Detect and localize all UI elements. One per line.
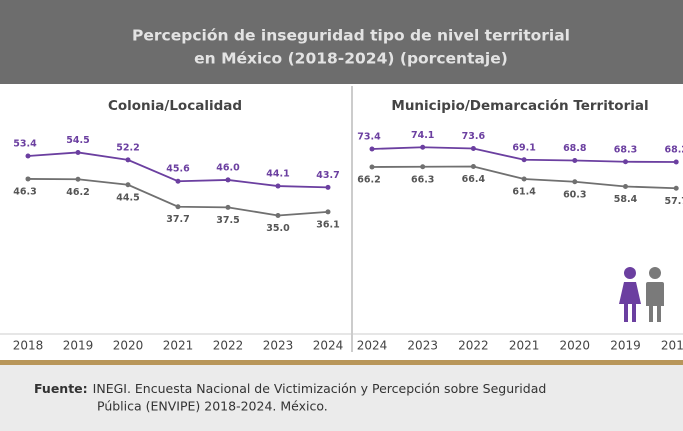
title-line: en México (2018-2024) (porcentaje) [194,50,508,68]
title-line: Percepción de inseguridad tipo de nivel … [132,27,570,45]
point [225,177,231,183]
data-label: 45.6 [166,164,190,175]
point [521,176,527,182]
x-tick-label: 2022 [213,339,244,353]
data-label: 44.5 [116,192,139,203]
x-tick-label: 2021 [509,339,540,353]
point [470,164,476,169]
point [420,144,426,150]
data-label: 43.7 [316,170,339,181]
source: Fuente: INEGI. Encuesta Nacional de Victi… [34,381,546,396]
point [420,164,426,170]
point [275,212,281,218]
point [673,185,679,191]
gold-rule [0,360,683,365]
point [572,179,578,185]
chart-title: Colonia/Localidad [108,98,242,114]
x-tick-label: 2023 [407,339,438,353]
footer-band [0,365,683,431]
x-tick-label: 2022 [458,339,489,353]
chart-area [0,84,683,360]
data-label: 74.1 [411,130,434,141]
data-label: 46.0 [216,162,240,173]
data-label: 68.8 [563,143,587,154]
point [369,164,375,170]
point [25,153,31,159]
x-tick-label: 2024 [313,339,344,353]
source-text: INEGI. Encuesta Nacional de Victimizació… [93,381,547,396]
chart-title: Municipio/Demarcación Territorial [391,98,648,114]
point [75,149,81,155]
data-label: 69.1 [512,142,535,153]
data-label: 52.2 [116,142,139,153]
data-label: 68.3 [614,144,637,155]
x-tick-label: 2020 [560,339,591,353]
data-label: 35.0 [266,223,290,234]
point [325,209,331,215]
x-tick-label: 2019 [610,339,641,353]
point [623,159,628,165]
data-label: 68.2 [664,145,683,156]
point [75,176,81,182]
data-label: 66.4 [462,174,486,185]
point [125,182,131,188]
point [125,157,131,163]
point [572,158,578,163]
data-label: 57.7 [664,196,683,207]
data-label: 66.3 [411,174,434,185]
data-label: 37.7 [166,214,189,225]
source-label: Fuente: [34,381,88,396]
data-label: 66.2 [357,175,380,186]
data-label: 58.4 [614,194,638,205]
data-label: 36.1 [316,219,339,230]
data-label: 53.4 [13,139,37,150]
data-label: 54.5 [66,135,89,146]
point [225,204,231,210]
point [175,204,181,210]
data-label: 44.1 [266,169,289,180]
x-tick-label: 2023 [263,339,294,353]
x-tick-label: 2020 [113,339,144,353]
point [470,146,476,151]
point [175,178,181,184]
x-tick-label: 2018 [13,339,44,353]
point [25,176,31,182]
data-label: 60.3 [563,189,586,200]
header-band [0,0,683,84]
point [673,159,679,165]
x-tick-label: 2021 [163,339,194,353]
point [275,183,281,189]
data-label: 37.5 [216,215,239,226]
people-icon [619,267,664,322]
data-label: 73.4 [357,132,381,143]
data-label: 61.4 [512,187,536,198]
point [623,184,628,189]
x-tick-label: 2019 [63,339,94,353]
data-label: 46.3 [13,186,36,197]
point [369,146,375,152]
point [325,184,331,190]
data-label: 46.2 [66,187,89,198]
x-tick-label: 2018 [661,339,683,353]
x-tick-label: 2024 [357,339,388,353]
point [521,157,527,163]
source-text: Pública (ENVIPE) 2018-2024. México. [97,399,328,414]
data-label: 73.6 [462,131,486,142]
